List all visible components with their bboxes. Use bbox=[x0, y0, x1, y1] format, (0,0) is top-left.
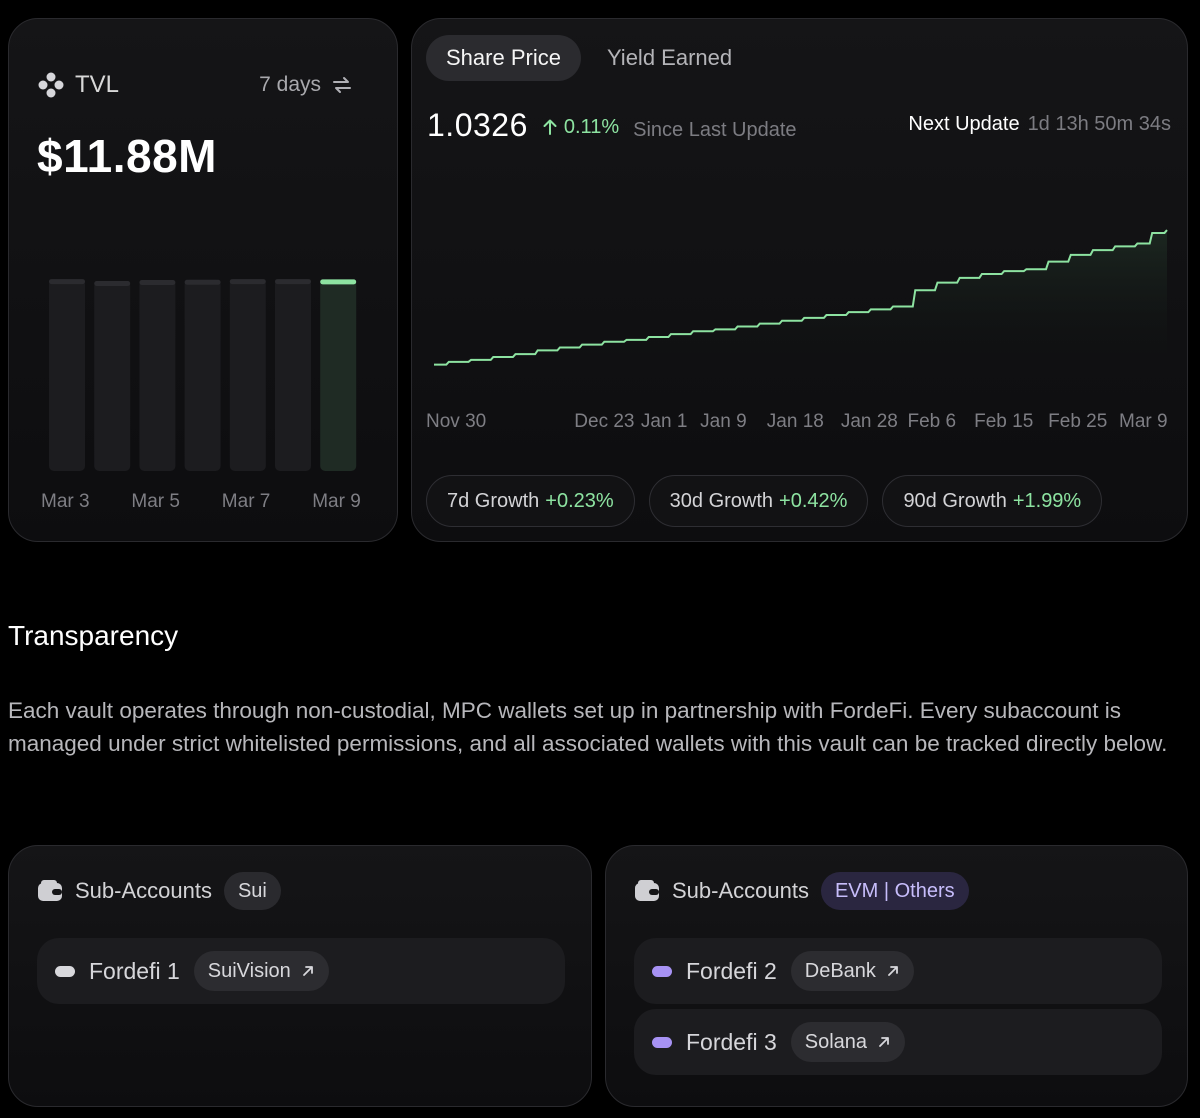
external-link-icon bbox=[879, 1037, 889, 1047]
growth-value: +0.23% bbox=[545, 489, 614, 512]
chain-badge-evm: EVM | Others bbox=[820, 872, 969, 910]
arrow-up-icon bbox=[543, 119, 557, 135]
account-dot bbox=[652, 1036, 672, 1048]
tvl-x-label: Mar 3 bbox=[41, 491, 90, 512]
account-name: Fordefi 1 bbox=[89, 957, 180, 984]
growth-90d: 90d Growth +1.99% bbox=[882, 475, 1103, 527]
time-range-label: 7 days bbox=[259, 73, 321, 96]
account-dot bbox=[652, 965, 672, 977]
account-row-fordefi-1[interactable]: Fordefi 1 SuiVision bbox=[37, 938, 565, 1004]
external-link-icon bbox=[302, 966, 313, 976]
sub-accounts-sui-card: Sub-Accounts Sui Fordefi 1 SuiVision bbox=[8, 845, 592, 1107]
price-change-since: Since Last Update bbox=[633, 119, 797, 141]
share-price-line bbox=[434, 229, 1168, 366]
tvl-bar[interactable] bbox=[94, 281, 131, 471]
chart-tabs: Share Price Yield Earned bbox=[426, 35, 752, 81]
explorer-link-debank[interactable]: DeBank bbox=[790, 951, 914, 991]
explorer-link-solana[interactable]: Solana bbox=[790, 1022, 906, 1062]
tvl-title: TVL bbox=[75, 71, 120, 98]
growth-value: +0.42% bbox=[779, 489, 848, 512]
price-x-label: Feb 6 bbox=[907, 411, 957, 432]
account-name: Fordefi 2 bbox=[686, 957, 777, 984]
price-x-label: Feb 15 bbox=[974, 411, 1034, 432]
account-name: Fordefi 3 bbox=[686, 1028, 777, 1055]
tvl-value: $11.88M bbox=[37, 130, 217, 182]
tvl-bar[interactable] bbox=[49, 279, 85, 471]
explorer-label: SuiVision bbox=[207, 959, 291, 982]
price-x-label: Nov 30 bbox=[426, 411, 487, 432]
wallet-icon bbox=[635, 880, 659, 901]
price-x-label: Jan 18 bbox=[766, 411, 824, 432]
tvl-icon bbox=[38, 72, 64, 98]
price-summary: 1.0326 0.11% Since Last Update bbox=[427, 107, 797, 144]
growth-label: 90d Growth bbox=[903, 489, 1007, 512]
tab-yield-earned[interactable]: Yield Earned bbox=[606, 45, 733, 70]
share-price-chart bbox=[434, 229, 1168, 379]
price-x-label: Jan 28 bbox=[840, 411, 898, 432]
explorer-label: DeBank bbox=[804, 959, 876, 982]
price-x-label: Mar 9 bbox=[1119, 411, 1168, 432]
growth-label: 30d Growth bbox=[669, 489, 774, 512]
tvl-bar[interactable] bbox=[139, 280, 176, 471]
tvl-header: TVL bbox=[37, 71, 119, 99]
growth-stats: 7d Growth +0.23% 30d Growth +0.42% 90d G… bbox=[426, 475, 1103, 527]
explorer-link-suivision[interactable]: SuiVision bbox=[193, 951, 329, 991]
next-update: Next Update 1d 13h 50m 34s bbox=[908, 113, 1171, 136]
sub-accounts-evm-card: Sub-Accounts EVM | Others Fordefi 2 DeBa… bbox=[605, 845, 1188, 1107]
growth-30d: 30d Growth +0.42% bbox=[648, 475, 869, 527]
account-row-fordefi-3[interactable]: Fordefi 3 Solana bbox=[634, 1009, 1162, 1075]
price-change-value: 0.11% bbox=[563, 115, 620, 138]
next-update-label: Next Update bbox=[908, 113, 1020, 135]
external-link-icon bbox=[888, 966, 898, 976]
share-price-card: Share Price Yield Earned 1.0326 0.11% Si… bbox=[411, 18, 1188, 542]
sub-accounts-header: Sub-Accounts Sui bbox=[37, 872, 281, 910]
transparency-title: Transparency bbox=[8, 620, 179, 651]
wallet-icon bbox=[38, 880, 62, 901]
tvl-x-label: Mar 7 bbox=[221, 491, 271, 512]
tvl-x-label: Mar 9 bbox=[312, 491, 361, 512]
sub-accounts-header: Sub-Accounts EVM | Others bbox=[634, 872, 969, 910]
tvl-bar[interactable] bbox=[275, 279, 311, 471]
growth-7d: 7d Growth +0.23% bbox=[426, 475, 635, 527]
price-x-label: Dec 23 bbox=[574, 411, 635, 432]
tab-share-price[interactable]: Share Price bbox=[426, 35, 581, 81]
sub-accounts-title: Sub-Accounts bbox=[672, 878, 809, 903]
price-x-label: Jan 1 bbox=[640, 411, 688, 432]
next-update-countdown: 1d 13h 50m 34s bbox=[1027, 113, 1171, 135]
tvl-x-label: Mar 5 bbox=[131, 491, 180, 512]
tvl-bar[interactable] bbox=[229, 279, 266, 471]
sub-accounts-title: Sub-Accounts bbox=[75, 878, 212, 903]
account-dot bbox=[55, 965, 75, 977]
swap-icon bbox=[333, 77, 351, 93]
growth-label: 7d Growth bbox=[447, 489, 540, 512]
price-x-label: Feb 25 bbox=[1048, 411, 1108, 432]
tvl-bar[interactable] bbox=[320, 279, 357, 471]
explorer-label: Solana bbox=[804, 1030, 868, 1053]
account-row-fordefi-2[interactable]: Fordefi 2 DeBank bbox=[634, 938, 1162, 1004]
growth-value: +1.99% bbox=[1012, 489, 1082, 512]
share-price-area bbox=[434, 230, 1167, 379]
time-range-toggle[interactable]: 7 days bbox=[259, 73, 353, 97]
price-x-label: Jan 9 bbox=[700, 411, 747, 432]
tvl-bar[interactable] bbox=[184, 279, 221, 471]
tvl-card: TVL 7 days $11.88M Mar 3 Mar 5 Mar 7 Mar 9 bbox=[8, 18, 398, 542]
share-price-value: 1.0326 bbox=[427, 107, 528, 143]
price-change: 0.11% bbox=[542, 116, 619, 139]
transparency-description: Each vault operates through non-custodia… bbox=[8, 698, 1168, 756]
tvl-bar-chart bbox=[49, 279, 357, 471]
chain-badge-sui: Sui bbox=[223, 872, 281, 910]
